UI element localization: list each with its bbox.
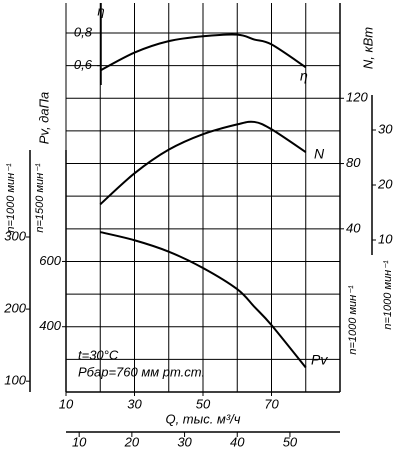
curve <box>99 33 307 72</box>
curve <box>99 120 307 206</box>
y-tick-label: 80 <box>346 155 361 170</box>
y-tick-label: 400 <box>39 318 61 333</box>
curve-label: η <box>300 68 308 84</box>
x2-tick-label: 40 <box>230 434 245 449</box>
x-tick-label: 30 <box>127 396 142 411</box>
y-tick-label: 600 <box>39 253 61 268</box>
y-tick-label: 100 <box>4 373 26 388</box>
y-tick-label: 10 <box>378 231 393 246</box>
x2-tick-label: 50 <box>283 434 298 449</box>
x2-tick-label: 10 <box>72 434 87 449</box>
x2-tick-label: 20 <box>124 434 140 449</box>
annotation: t=30°C <box>78 347 119 362</box>
speed-label: n=1500 мин⁻¹ <box>34 163 46 233</box>
x-axis-label: Q, тыс. м³/ч <box>165 411 240 426</box>
y-tick-label: 300 <box>4 228 26 243</box>
curve-label: Pv <box>311 352 328 368</box>
speed-label: n=1000 мин⁻¹ <box>347 285 359 355</box>
speed-label: n=1000 мин⁻¹ <box>382 260 394 330</box>
y-axis-label: N, кВт <box>360 27 375 69</box>
y-tick-label: 200 <box>3 301 26 316</box>
y-tick-label: 20 <box>377 176 393 191</box>
y-tick-label: 40 <box>346 220 361 235</box>
x2-tick-label: 30 <box>177 434 192 449</box>
curve <box>100 231 307 369</box>
curve-label: N <box>314 146 325 162</box>
y-tick-label: 120 <box>346 90 368 105</box>
y-axis-label: Pv, даПа <box>36 92 51 145</box>
annotation: Pбар=760 мм рт.ст. <box>78 364 205 379</box>
speed-label: n=1000 мин⁻¹ <box>5 163 17 233</box>
x-tick-label: 50 <box>196 396 211 411</box>
y-axis-label: η <box>97 3 104 18</box>
x-tick-label: 70 <box>264 396 279 411</box>
y-tick-label: 30 <box>378 121 393 136</box>
y-tick-label: 0,6 <box>74 57 93 72</box>
y-tick-label: 0,8 <box>74 24 93 39</box>
x-tick-label: 10 <box>59 396 74 411</box>
